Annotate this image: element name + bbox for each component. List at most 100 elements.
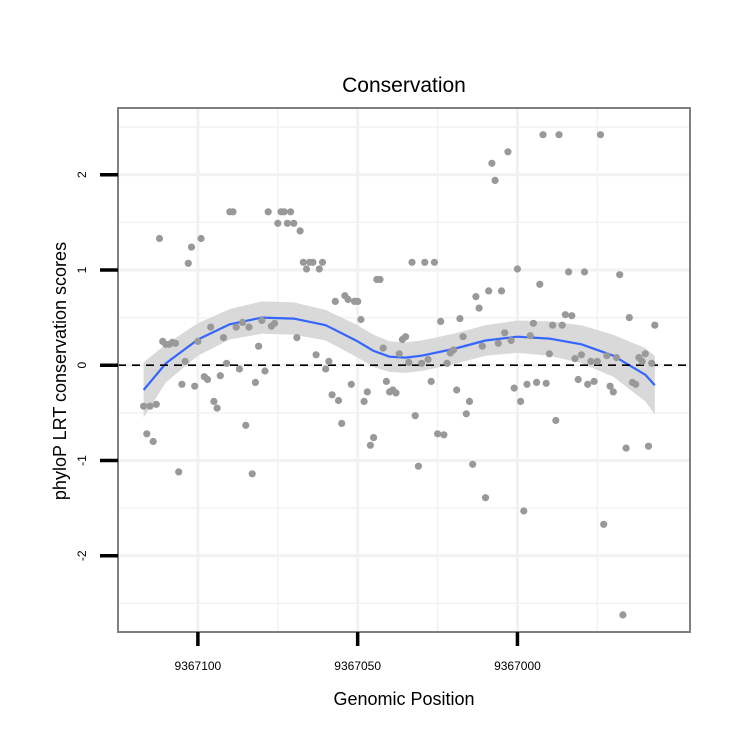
data-point xyxy=(261,367,269,375)
data-point xyxy=(334,396,343,405)
data-point xyxy=(175,468,183,476)
data-point xyxy=(328,391,336,399)
data-point xyxy=(414,462,422,470)
data-point xyxy=(488,159,496,167)
data-point xyxy=(395,350,403,358)
data-point xyxy=(219,334,228,342)
data-point xyxy=(533,378,541,386)
data-point xyxy=(638,357,646,365)
data-point xyxy=(523,380,531,388)
data-point xyxy=(376,275,384,284)
data-point xyxy=(517,397,525,405)
data-point xyxy=(143,430,151,438)
x-axis-ticks: 9367100 9367050 9367000 xyxy=(175,632,541,673)
data-point xyxy=(427,377,435,385)
data-point xyxy=(360,397,368,405)
confidence-ribbon-group xyxy=(143,301,655,418)
data-point xyxy=(462,410,470,418)
data-point xyxy=(555,131,563,139)
data-point xyxy=(216,372,224,380)
data-point xyxy=(590,377,598,385)
data-point xyxy=(648,359,656,367)
smooth-line-group xyxy=(142,316,656,391)
data-point xyxy=(609,388,617,396)
data-point xyxy=(312,351,320,359)
data-point xyxy=(293,334,301,342)
data-point xyxy=(421,258,429,266)
y-tick-label: -2 xyxy=(75,550,89,561)
smooth-line xyxy=(142,316,656,391)
data-point xyxy=(644,442,653,450)
data-point xyxy=(565,268,573,276)
data-point xyxy=(178,380,186,388)
data-point xyxy=(552,416,560,425)
data-point xyxy=(283,219,291,227)
data-point xyxy=(632,380,640,388)
data-point xyxy=(251,378,259,386)
data-point xyxy=(258,316,266,325)
data-point xyxy=(402,333,410,341)
data-point xyxy=(347,380,355,388)
data-point xyxy=(146,402,154,410)
data-point xyxy=(181,357,189,365)
data-point xyxy=(449,346,458,354)
y-axis-ticks: -2 -1 0 1 2 xyxy=(75,171,118,561)
data-points xyxy=(140,131,659,619)
data-point xyxy=(568,312,576,320)
data-point xyxy=(194,337,202,345)
data-point xyxy=(453,386,461,394)
data-point xyxy=(213,404,221,412)
data-point xyxy=(437,317,445,325)
data-point xyxy=(571,355,579,363)
data-point xyxy=(612,354,621,362)
data-point xyxy=(274,219,282,227)
data-point xyxy=(290,219,298,227)
data-point xyxy=(651,321,659,329)
data-point xyxy=(322,365,330,373)
data-point xyxy=(379,344,387,352)
data-point xyxy=(223,359,231,367)
data-point xyxy=(584,380,592,388)
data-point xyxy=(203,375,212,384)
data-point xyxy=(239,318,247,326)
data-point xyxy=(357,315,365,324)
data-point xyxy=(485,287,493,295)
data-point xyxy=(155,234,164,243)
confidence-ribbon xyxy=(143,301,655,418)
y-tick-label: -1 xyxy=(75,455,89,466)
data-point xyxy=(338,419,346,427)
data-point xyxy=(545,350,554,358)
data-point xyxy=(558,321,566,329)
data-point xyxy=(430,258,438,266)
data-point xyxy=(296,227,304,235)
data-point xyxy=(574,375,582,384)
data-point xyxy=(641,350,649,358)
data-point xyxy=(536,280,544,288)
data-point xyxy=(315,265,323,273)
data-point xyxy=(210,397,218,405)
data-point xyxy=(481,494,490,502)
data-point xyxy=(520,507,528,515)
data-point xyxy=(366,441,374,449)
data-point xyxy=(475,304,483,312)
data-point xyxy=(603,352,611,360)
x-tick-label: 9367100 xyxy=(175,659,222,673)
data-point xyxy=(459,333,467,341)
data-point xyxy=(271,319,279,327)
data-point xyxy=(191,382,199,390)
data-point xyxy=(229,208,237,216)
data-point xyxy=(424,355,432,364)
data-point xyxy=(491,176,499,184)
data-point xyxy=(529,319,538,327)
data-point xyxy=(625,314,633,322)
data-point xyxy=(207,323,215,331)
data-point xyxy=(497,287,506,295)
data-point xyxy=(469,460,477,468)
data-point xyxy=(370,434,378,442)
data-point xyxy=(235,365,243,373)
data-point xyxy=(299,258,307,266)
data-point xyxy=(501,329,509,337)
data-point xyxy=(616,271,624,279)
data-point xyxy=(245,323,253,331)
